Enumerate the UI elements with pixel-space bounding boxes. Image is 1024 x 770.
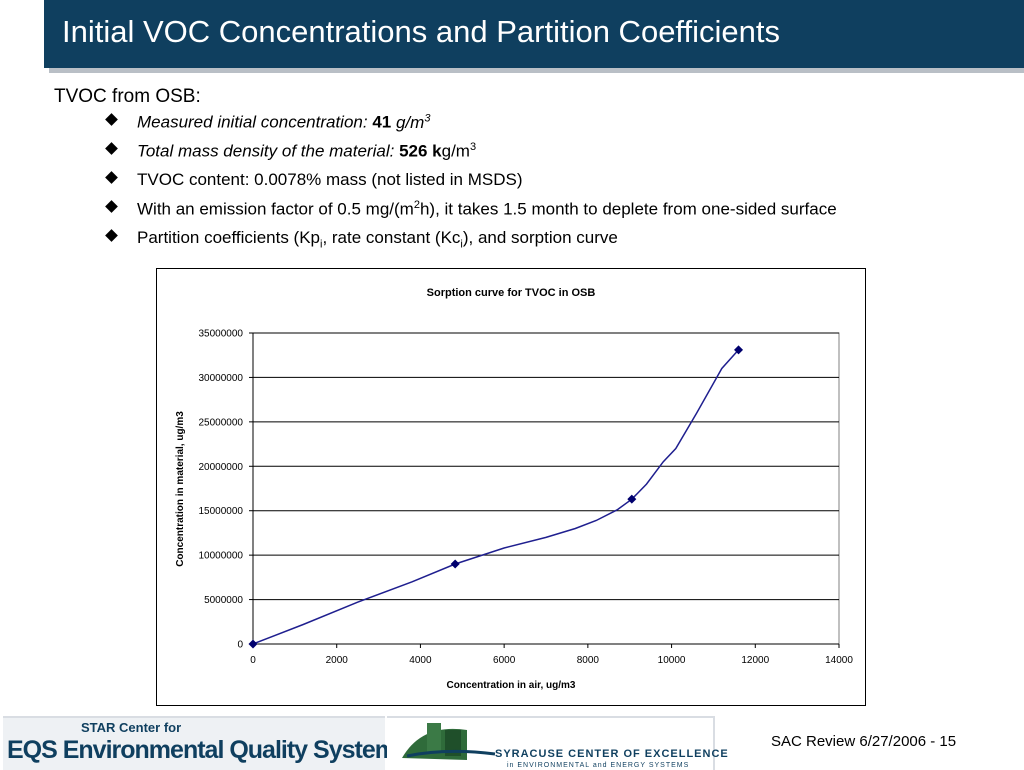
- bullet-text-cont: h), it takes 1.5 month to deplete from o…: [419, 199, 837, 219]
- x-tick-label: 6000: [493, 655, 516, 666]
- bullet-unit: g/m3: [395, 112, 431, 132]
- title-bar: [44, 0, 1024, 68]
- diamond-bullet-icon: [105, 113, 118, 126]
- x-tick-label: 2000: [326, 655, 349, 666]
- bullet-sup: 2: [413, 199, 420, 211]
- chart-svg: Sorption curve for TVOC in OSB Concentra…: [175, 287, 853, 691]
- bullet-value: 526 k: [399, 141, 442, 161]
- y-tick-label: 10000000: [199, 551, 244, 562]
- x-tick-label: 8000: [577, 655, 600, 666]
- data-point-marker: [450, 559, 460, 569]
- bullet-label: Measured initial concentration:: [137, 112, 368, 132]
- sorption-chart: Sorption curve for TVOC in OSB Concentra…: [156, 268, 866, 706]
- data-point-marker: [627, 494, 637, 504]
- eqs-logo-title: EQS Environmental Quality Systems: [7, 736, 410, 764]
- diamond-bullet-icon: [105, 142, 118, 155]
- bullet-unit: g/m: [441, 141, 470, 161]
- y-tick-label: 5000000: [204, 595, 243, 606]
- slide-footer-label: SAC Review 6/27/2006 - 15: [771, 733, 957, 750]
- data-point-marker: [734, 345, 744, 355]
- plot-area: [252, 332, 840, 645]
- chart-title: Sorption curve for TVOC in OSB: [427, 287, 596, 299]
- sorption-curve-line: [252, 349, 740, 645]
- y-tick-label: 35000000: [199, 329, 244, 340]
- x-tick-label: 0: [250, 655, 256, 666]
- x-axis-label: Concentration in air, ug/m3: [447, 680, 576, 691]
- eqs-logo-subtitle: STAR Center for: [81, 720, 182, 735]
- y-axis-label: Concentration in material, ug/m3: [175, 411, 186, 567]
- syracuse-logo-subtitle: in ENVIRONMENTAL and ENERGY SYSTEMS: [507, 762, 690, 769]
- syracuse-logo: SYRACUSE CENTER OF EXCELLENCE in ENVIRON…: [387, 716, 728, 770]
- y-tick-label: 25000000: [199, 417, 244, 428]
- y-tick-label: 30000000: [199, 373, 244, 384]
- y-tick-label: 0: [237, 640, 243, 651]
- diamond-bullet-icon: [105, 229, 118, 242]
- syracuse-logo-title: SYRACUSE CENTER OF EXCELLENCE: [495, 748, 729, 760]
- bullet-text: TVOC content: 0.0078% mass (not listed i…: [137, 170, 523, 189]
- bullet-text: With an emission factor of 0.5 mg/(m: [137, 199, 414, 219]
- y-tick-label: 15000000: [199, 506, 244, 517]
- bullet-unit-sup: 3: [469, 141, 477, 153]
- x-tick-label: 4000: [409, 655, 432, 666]
- x-tick-label: 10000: [658, 655, 686, 666]
- bullet-value: 41: [372, 112, 392, 132]
- lead-text: TVOC from OSB:: [54, 86, 201, 107]
- data-point-marker: [248, 639, 258, 649]
- bullet-label: Total mass density of the material:: [137, 141, 395, 161]
- diamond-bullet-icon: [105, 200, 118, 213]
- eqs-logo: STAR Center for EQS Environmental Qualit…: [3, 716, 410, 770]
- x-tick-label: 12000: [741, 655, 769, 666]
- x-tick-label: 14000: [825, 655, 853, 666]
- syracuse-building-icon: [402, 723, 496, 760]
- slide-title: Initial VOC Concentrations and Partition…: [62, 14, 780, 49]
- y-tick-label: 20000000: [199, 462, 244, 473]
- diamond-bullet-icon: [105, 171, 118, 184]
